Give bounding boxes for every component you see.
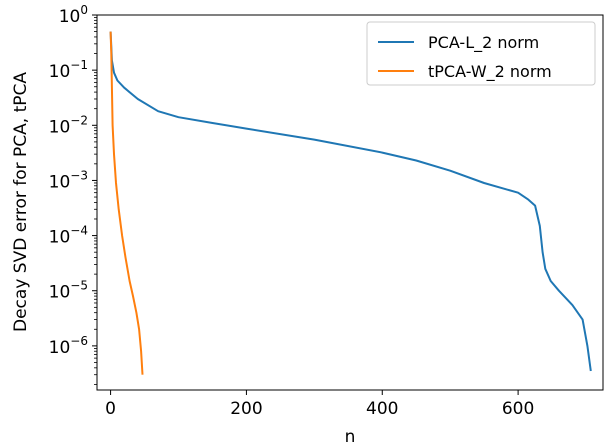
y-tick-label: 10−3 xyxy=(49,168,88,192)
y-tick-label: 10−1 xyxy=(49,58,88,82)
y-tick-label: 100 xyxy=(59,3,88,27)
series-line-1 xyxy=(109,31,592,372)
legend-label: tPCA-W_2 norm xyxy=(428,62,552,82)
x-tick-label: 0 xyxy=(105,399,116,419)
y-axis-label: Decay SVD error for PCA, tPCA xyxy=(11,72,31,332)
x-tick-label: 400 xyxy=(366,399,398,419)
x-axis-label: n xyxy=(345,427,356,447)
legend-label: PCA-L_2 norm xyxy=(428,33,539,53)
legend-box xyxy=(366,21,596,86)
x-tick-label: 200 xyxy=(230,399,262,419)
y-tick-label: 10−4 xyxy=(49,224,88,248)
y-tick-label: 10−2 xyxy=(49,113,88,137)
series-line-2 xyxy=(109,31,144,375)
y-tick-label: 10−6 xyxy=(49,334,88,358)
x-tick-label: 600 xyxy=(502,399,534,419)
legend: PCA-L_2 norm tPCA-W_2 norm xyxy=(366,21,596,86)
y-tick-label: 10−5 xyxy=(49,279,88,303)
